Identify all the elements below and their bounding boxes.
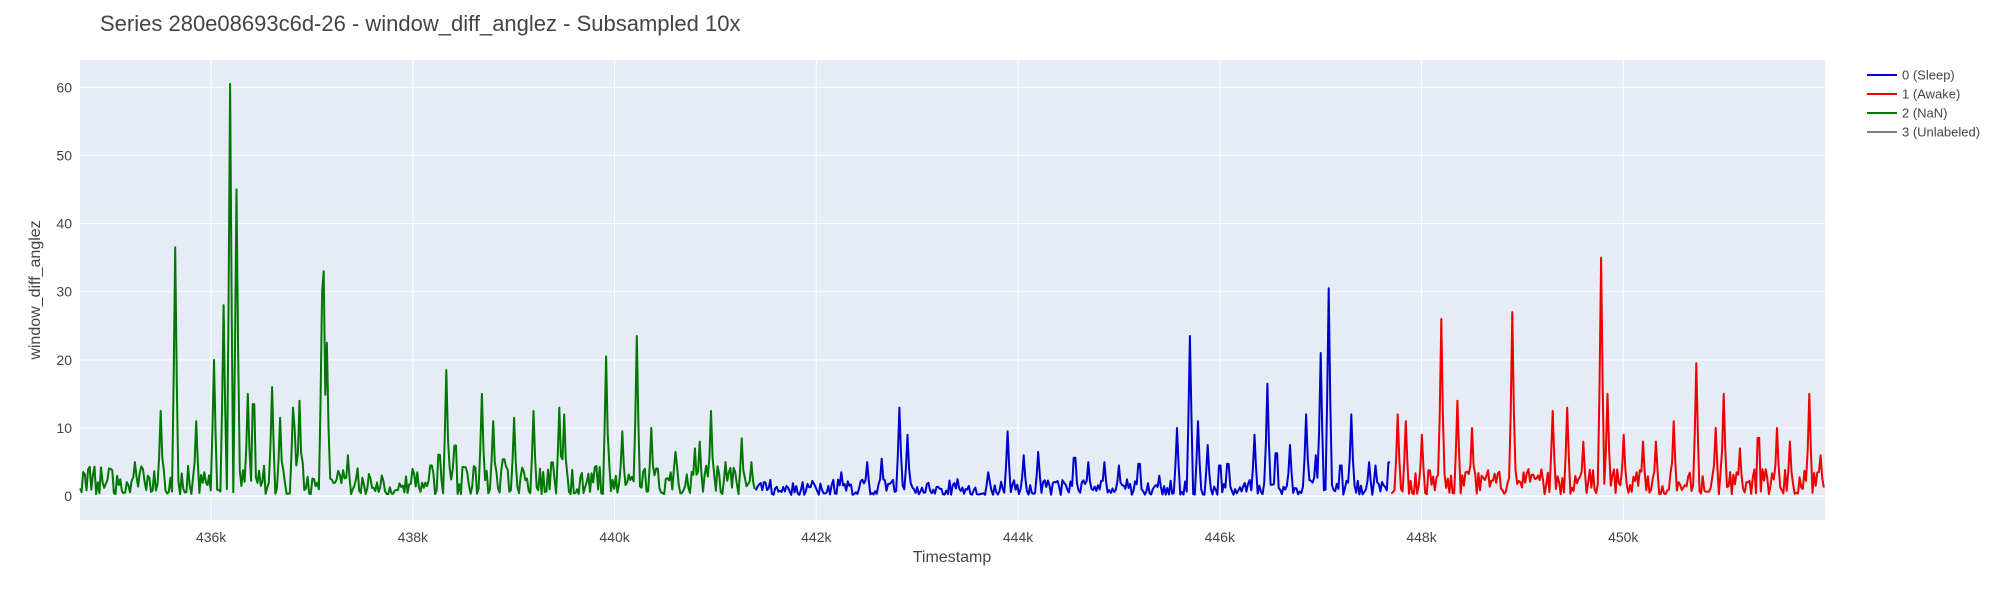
legend-label: 3 (Unlabeled): [1902, 125, 1980, 140]
legend-label: 0 (Sleep): [1902, 68, 1955, 83]
x-axis-title: Timestamp: [913, 549, 992, 566]
y-tick-label: 0: [64, 488, 72, 504]
y-tick-label: 50: [56, 147, 72, 163]
chart-title: Series 280e08693c6d-26 - window_diff_ang…: [100, 11, 740, 36]
y-tick-label: 30: [56, 284, 72, 300]
y-axis-title: window_diff_anglez: [27, 220, 44, 360]
legend-item-0-sleep[interactable]: 0 (Sleep): [1867, 68, 1955, 83]
x-tick-label: 450k: [1608, 529, 1639, 545]
legend-label: 2 (NaN): [1902, 106, 1948, 121]
x-tick-label: 442k: [801, 529, 832, 545]
y-axis-ticks: 0 10 20 30 40 50 60: [56, 79, 72, 504]
x-tick-label: 444k: [1003, 529, 1034, 545]
gridlines: [80, 60, 1825, 520]
y-tick-label: 20: [56, 352, 72, 368]
y-tick-label: 60: [56, 79, 72, 95]
series-line-2-nan: [79, 82, 756, 496]
x-tick-label: 446k: [1205, 529, 1236, 545]
x-tick-label: 448k: [1406, 529, 1437, 545]
series-line-1-awake: [1390, 256, 1825, 496]
x-tick-label: 438k: [398, 529, 429, 545]
legend-item-3-unlabeled[interactable]: 3 (Unlabeled): [1867, 125, 1980, 140]
series-layer: [79, 82, 1825, 496]
legend-item-1-awake[interactable]: 1 (Awake): [1867, 87, 1960, 102]
legend[interactable]: 0 (Sleep) 1 (Awake) 2 (NaN) 3 (Unlabeled): [1867, 68, 1980, 140]
x-tick-label: 436k: [196, 529, 227, 545]
plot-area: [80, 60, 1825, 520]
legend-item-2-nan[interactable]: 2 (NaN): [1867, 106, 1948, 121]
y-tick-label: 10: [56, 420, 72, 436]
x-tick-label: 440k: [599, 529, 630, 545]
series-line-0-sleep: [754, 287, 1391, 496]
x-axis-ticks: 436k 438k 440k 442k 444k 446k 448k 450k: [196, 529, 1639, 545]
y-tick-label: 40: [56, 216, 72, 232]
legend-label: 1 (Awake): [1902, 87, 1960, 102]
